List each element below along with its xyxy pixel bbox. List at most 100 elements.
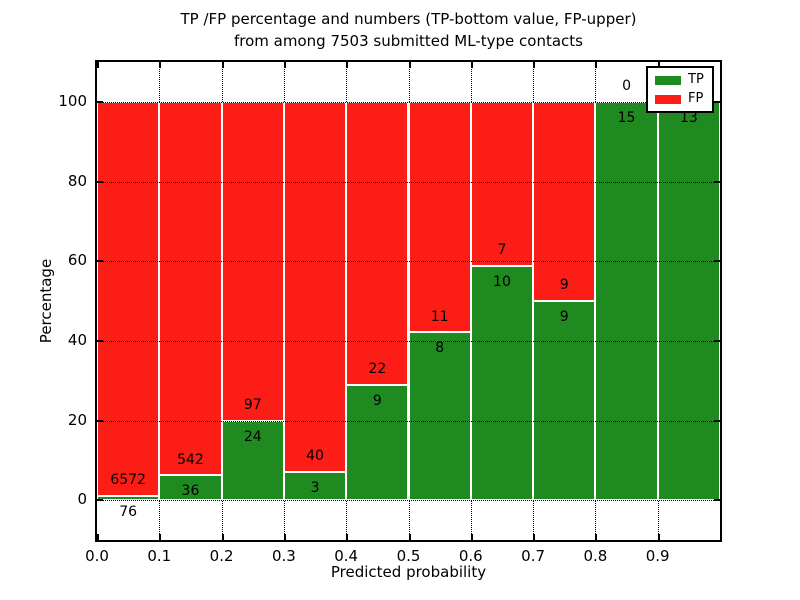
- horizontal-gridline: [97, 181, 720, 183]
- bar-segment-tp: [283, 472, 347, 501]
- chart-title-line1: TP /FP percentage and numbers (TP-bottom…: [180, 10, 637, 28]
- x-tick-mark: [470, 534, 473, 540]
- fp-count-label: 22: [368, 360, 387, 377]
- tp-count-label: 15: [617, 109, 636, 126]
- tp-count-label: 24: [243, 429, 262, 446]
- bar-segment-tp: [159, 475, 222, 501]
- x-tick-mark-top: [283, 62, 286, 68]
- fp-count-label: 9: [559, 277, 569, 294]
- x-tick-mark: [533, 534, 536, 540]
- x-tick-mark: [657, 534, 660, 540]
- tp-count-label: 9: [372, 392, 382, 409]
- tp-count-label: 3: [310, 480, 320, 497]
- y-tick-label: 60: [67, 251, 87, 270]
- legend-label-tp: TP: [688, 72, 704, 87]
- x-tick-mark-top: [159, 62, 162, 68]
- x-tick-label: 0.3: [271, 547, 296, 565]
- x-tick-mark: [221, 534, 224, 540]
- tp-count-label: 8: [435, 340, 445, 357]
- y-tick-label: 40: [67, 330, 87, 349]
- horizontal-gridline: [97, 420, 720, 422]
- y-tick-label: 0: [77, 490, 87, 509]
- horizontal-gridline: [97, 340, 720, 342]
- tp-count-label: 9: [559, 308, 569, 325]
- y-tick-mark: [97, 180, 103, 183]
- y-tick-mark: [97, 339, 103, 342]
- x-tick-mark-top: [595, 62, 598, 68]
- bar-segment-tp: [346, 384, 409, 501]
- y-tick-mark-right: [714, 260, 720, 263]
- tp-count-label: 10: [493, 273, 511, 290]
- y-tick-mark: [97, 100, 103, 103]
- chart-title: TP /FP percentage and numbers (TP-bottom…: [97, 8, 720, 52]
- legend-row-fp: FP: [655, 92, 705, 106]
- legend-row-tp: TP: [655, 73, 705, 87]
- x-tick-mark: [159, 534, 162, 540]
- y-tick-label: 100: [58, 91, 87, 110]
- x-tick-label: 0.6: [458, 547, 483, 565]
- x-tick-mark: [97, 534, 99, 540]
- horizontal-gridline: [97, 261, 720, 263]
- bar-segment-tp: [595, 101, 658, 501]
- bar-segment-tp: [221, 421, 284, 501]
- plot-area: 65727654236972440322911871099015013: [95, 60, 722, 542]
- y-tick-mark: [97, 419, 103, 422]
- bar-segment-fp: [346, 101, 409, 385]
- plot-inner: 65727654236972440322911871099015013: [97, 62, 720, 540]
- bar-segment-fp: [533, 101, 596, 301]
- y-tick-label: 80: [67, 171, 87, 190]
- y-tick-mark-right: [714, 100, 720, 103]
- legend-swatch-fp-icon: [655, 94, 681, 104]
- x-tick-mark-top: [97, 62, 99, 68]
- legend: TP FP: [646, 66, 714, 113]
- y-tick-mark-right: [714, 339, 720, 342]
- bar-segment-tp: [533, 301, 596, 501]
- tp-count-label: 13: [679, 109, 698, 126]
- y-tick-mark-right: [714, 419, 720, 422]
- x-tick-label: 0.1: [147, 547, 172, 565]
- x-tick-mark: [408, 534, 411, 540]
- legend-label-fp: FP: [688, 91, 704, 106]
- fp-count-label: 11: [430, 308, 449, 325]
- tp-count-label: 36: [181, 483, 200, 500]
- bar-segment-fp: [283, 101, 347, 473]
- bar-segment-tp: [408, 332, 471, 501]
- x-tick-label: 0.9: [645, 547, 670, 565]
- y-tick-mark: [97, 499, 103, 502]
- y-tick-mark-right: [714, 180, 720, 183]
- x-tick-mark-top: [657, 62, 660, 68]
- bar-segment-fp: [408, 101, 471, 333]
- chart-title-line2: from among 7503 submitted ML-type contac…: [234, 32, 583, 50]
- x-tick-mark-top: [346, 62, 349, 68]
- fp-count-label: 97: [243, 397, 262, 414]
- fp-count-label: 7: [497, 242, 507, 258]
- x-tick-label: 0.8: [583, 547, 608, 565]
- tp-count-label: 76: [119, 503, 138, 520]
- x-tick-mark-top: [221, 62, 224, 68]
- x-axis-label: Predicted probability: [330, 563, 487, 581]
- x-tick-mark: [595, 534, 598, 540]
- legend-swatch-tp-icon: [655, 75, 681, 85]
- bar-segment-tp: [657, 101, 720, 501]
- bar-segment-fp: [159, 101, 222, 476]
- x-tick-mark-top: [470, 62, 473, 68]
- x-tick-label: 0.5: [396, 547, 421, 565]
- fp-count-label: 542: [177, 451, 204, 468]
- x-tick-mark: [346, 534, 349, 540]
- x-tick-mark-top: [408, 62, 411, 68]
- x-tick-label: 0.4: [334, 547, 359, 565]
- x-tick-mark: [283, 534, 286, 540]
- bar-segment-tp: [470, 265, 534, 501]
- horizontal-gridline: [97, 101, 720, 103]
- fp-count-label: 40: [306, 448, 324, 465]
- x-tick-label: 0.7: [521, 547, 546, 565]
- bar-segment-fp: [470, 101, 534, 266]
- fp-count-label: 6572: [110, 471, 146, 488]
- x-tick-label: 0.0: [85, 547, 109, 565]
- y-tick-label: 20: [67, 410, 87, 429]
- fp-count-label: 0: [622, 77, 631, 94]
- x-tick-mark-top: [533, 62, 536, 68]
- y-tick-mark: [97, 260, 103, 263]
- bar-segment-tp: [97, 495, 160, 501]
